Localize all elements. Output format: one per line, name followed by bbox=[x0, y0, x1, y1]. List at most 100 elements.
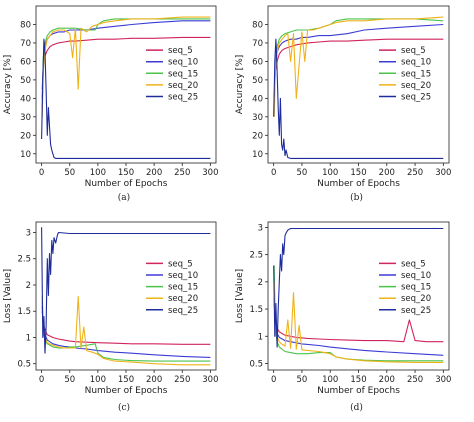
series-line-seq-5 bbox=[273, 38, 444, 99]
series-lines bbox=[273, 16, 444, 159]
series-line-seq-5 bbox=[41, 36, 211, 90]
series-line-seq-25 bbox=[41, 38, 211, 159]
subplot-caption: (d) bbox=[350, 402, 363, 413]
x-tick-label: 100 bbox=[90, 375, 106, 385]
x-tick-label: 250 bbox=[174, 375, 190, 385]
subplot-caption: (b) bbox=[350, 192, 363, 203]
y-tick-label: 30 bbox=[252, 113, 263, 123]
legend-label-seq-5: seq_5 bbox=[401, 46, 426, 56]
series-line-seq-15 bbox=[273, 265, 444, 362]
x-tick-label: 100 bbox=[322, 168, 338, 178]
x-tick-label: 50 bbox=[64, 168, 75, 178]
y-tick-label: 70 bbox=[252, 39, 263, 49]
x-tick-label: 0 bbox=[271, 375, 276, 385]
y-tick-label: 3 bbox=[26, 228, 31, 238]
y-tick-label: 0.5 bbox=[249, 359, 263, 369]
x-axis-label: Number of Epochs bbox=[317, 179, 400, 189]
x-tick-label: 50 bbox=[297, 168, 308, 178]
x-tick-label: 200 bbox=[146, 168, 162, 178]
y-tick-label: 40 bbox=[20, 94, 31, 104]
x-tick-label: 250 bbox=[407, 375, 423, 385]
series-lines bbox=[41, 227, 211, 366]
series-line-seq-20 bbox=[41, 16, 211, 117]
subplot-caption: (c) bbox=[118, 402, 130, 413]
y-tick-label: 50 bbox=[20, 76, 31, 86]
subplot-a: 0 50 100 150 200 250 300 10 20 30 40 50 60 70 80 Number… bbox=[3, 5, 218, 203]
x-tick-label: 150 bbox=[118, 375, 134, 385]
y-tick-label: 80 bbox=[252, 20, 263, 30]
series-line-seq-20 bbox=[273, 16, 444, 117]
series-line-seq-15 bbox=[273, 18, 444, 108]
y-tick-label: 0.5 bbox=[17, 360, 31, 370]
subplot-c: 0 50 100 150 200 250 300 0.5 1 1.5 2 2.5 3 Number of … bbox=[3, 221, 218, 413]
x-tick-label: 150 bbox=[118, 168, 134, 178]
y-tick-label: 60 bbox=[252, 57, 263, 67]
subplot-caption: (a) bbox=[118, 192, 130, 203]
x-tick-label: 200 bbox=[146, 375, 162, 385]
legend-label-seq-10: seq_10 bbox=[168, 58, 198, 68]
y-tick-label: 2.5 bbox=[17, 255, 31, 265]
series-line-seq-5 bbox=[273, 303, 444, 343]
x-tick-label: 0 bbox=[39, 168, 44, 178]
y-tick-label: 20 bbox=[20, 131, 31, 141]
y-tick-label: 2 bbox=[26, 281, 31, 291]
y-tick-label: 70 bbox=[20, 39, 31, 49]
subplot-b: 0 50 100 150 200 250 300 10 20 30 40 50 60 70 80 Number… bbox=[235, 5, 451, 203]
legend-label-seq-5: seq_5 bbox=[168, 259, 193, 269]
x-axis-label: Number of Epochs bbox=[317, 386, 400, 396]
y-tick-label: 1.5 bbox=[17, 307, 31, 317]
y-tick-label: 80 bbox=[20, 20, 31, 30]
y-tick-label: 10 bbox=[20, 150, 31, 160]
y-axis-label: Loss [Value] bbox=[235, 269, 245, 323]
x-tick-label: 300 bbox=[202, 375, 218, 385]
x-tick-label: 0 bbox=[271, 168, 276, 178]
x-tick-label: 0 bbox=[39, 375, 44, 385]
legend-label-seq-15: seq_15 bbox=[168, 69, 198, 79]
legend-label-seq-5: seq_5 bbox=[401, 259, 426, 269]
y-tick-label: 2 bbox=[258, 278, 263, 288]
y-tick-label: 50 bbox=[252, 76, 263, 86]
x-tick-label: 50 bbox=[297, 375, 308, 385]
y-tick-label: 60 bbox=[20, 57, 31, 67]
series-lines bbox=[273, 227, 444, 363]
x-tick-label: 50 bbox=[64, 375, 75, 385]
legend-label-seq-25: seq_25 bbox=[401, 93, 431, 103]
x-tick-label: 250 bbox=[174, 168, 190, 178]
legend-label-seq-10: seq_10 bbox=[401, 58, 431, 68]
series-line-seq-25 bbox=[273, 38, 444, 159]
legend-label-seq-15: seq_15 bbox=[168, 283, 198, 293]
legend-label-seq-5: seq_5 bbox=[168, 46, 193, 56]
x-tick-label: 300 bbox=[435, 168, 451, 178]
x-tick-label: 100 bbox=[322, 375, 338, 385]
legend-label-seq-20: seq_20 bbox=[401, 294, 431, 304]
x-tick-label: 200 bbox=[379, 168, 395, 178]
x-tick-label: 250 bbox=[407, 168, 423, 178]
y-axis-label: Accuracy [%] bbox=[3, 55, 13, 115]
legend-label-seq-10: seq_10 bbox=[401, 271, 431, 281]
legend-label-seq-20: seq_20 bbox=[401, 81, 431, 91]
legend-label-seq-15: seq_15 bbox=[401, 283, 431, 293]
y-tick-label: 10 bbox=[252, 150, 263, 160]
legend-label-seq-25: seq_25 bbox=[168, 93, 198, 103]
x-tick-label: 300 bbox=[202, 168, 218, 178]
legend-label-seq-25: seq_25 bbox=[168, 306, 198, 316]
series-line-seq-25 bbox=[273, 227, 444, 348]
x-tick-label: 100 bbox=[90, 168, 106, 178]
x-tick-label: 300 bbox=[435, 375, 451, 385]
legend-label-seq-15: seq_15 bbox=[401, 69, 431, 79]
y-tick-label: 20 bbox=[252, 131, 263, 141]
series-lines bbox=[41, 16, 211, 159]
x-tick-label: 200 bbox=[379, 375, 395, 385]
x-axis-label: Number of Epochs bbox=[85, 386, 168, 396]
series-line-seq-20 bbox=[273, 281, 444, 363]
y-tick-label: 40 bbox=[252, 94, 263, 104]
y-tick-label: 30 bbox=[20, 113, 31, 123]
legend-label-seq-20: seq_20 bbox=[168, 81, 198, 91]
y-tick-label: 2.5 bbox=[249, 251, 263, 261]
series-line-seq-25 bbox=[41, 227, 211, 354]
series-line-seq-20 bbox=[41, 295, 211, 366]
legend-label-seq-20: seq_20 bbox=[168, 294, 198, 304]
